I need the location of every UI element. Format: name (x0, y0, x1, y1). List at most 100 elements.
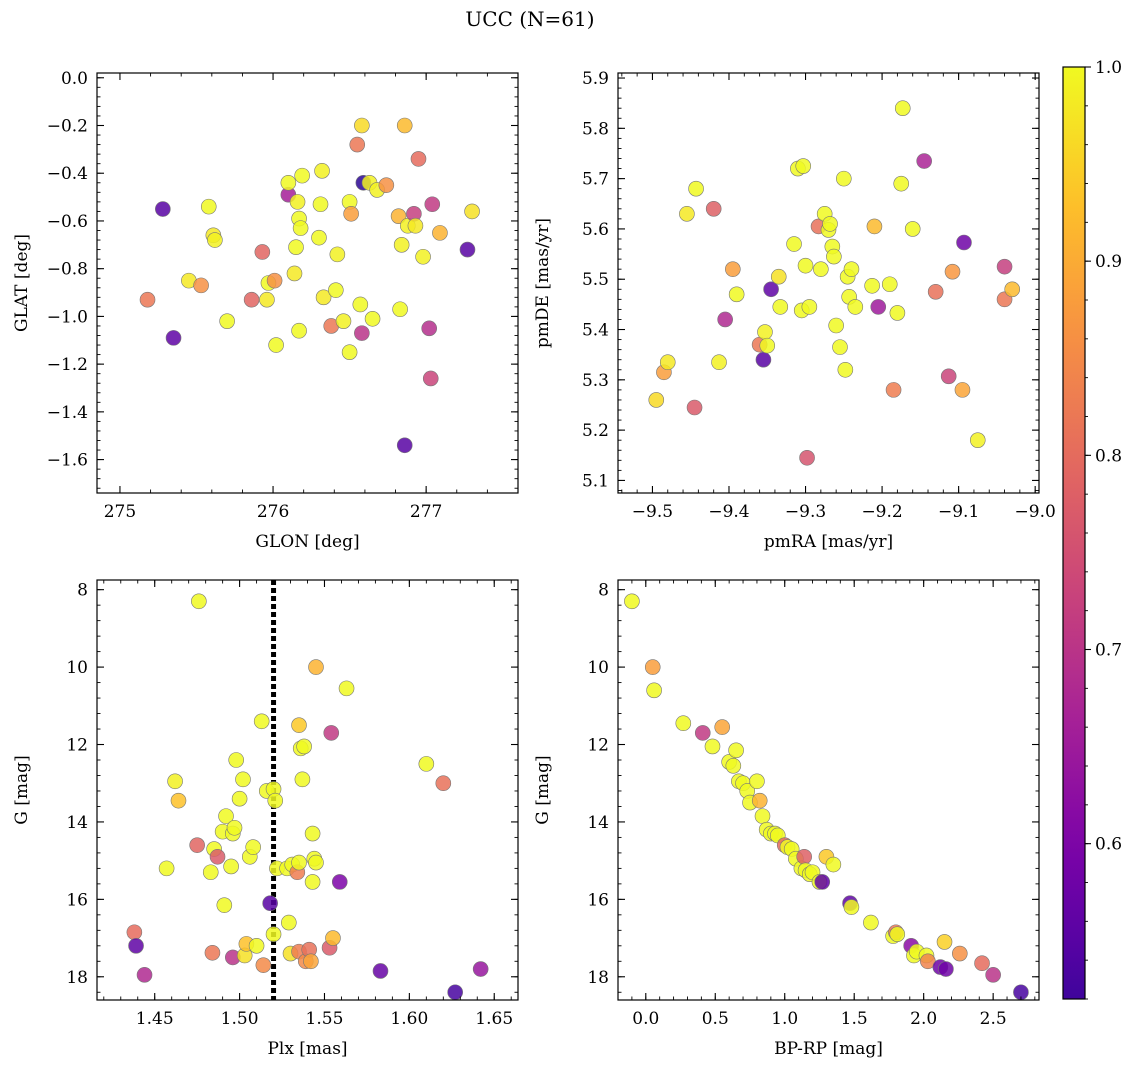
data-point (688, 180, 704, 197)
axes-frame (96, 72, 519, 494)
y-tick-label: 10 (66, 658, 88, 678)
data-point (311, 229, 327, 246)
x-axis-label: Plx [mas] (267, 1039, 347, 1059)
data-point (893, 175, 910, 192)
data-point (751, 792, 768, 809)
data-point (927, 284, 944, 300)
colorbar: 0.6 0.7 0.8 0.9 1.0 (1062, 58, 1122, 1000)
data-point (826, 248, 842, 265)
data-point (331, 874, 348, 890)
x-tick-label: 1.0 (771, 1009, 798, 1029)
x-tick-label: 2.0 (910, 1009, 937, 1029)
data-point (711, 354, 727, 371)
data-point (308, 659, 324, 675)
data-point (828, 317, 844, 334)
data-point (315, 289, 332, 306)
x-tick-label: 1.65 (475, 1009, 513, 1029)
data-point (248, 938, 265, 954)
data-point (985, 967, 1001, 983)
data-point (644, 659, 661, 675)
data-point (231, 790, 248, 807)
data-point (952, 945, 968, 962)
figure-title: UCC (N=61) (465, 7, 594, 31)
x-axis-label: GLON [deg] (255, 532, 359, 552)
x-tick-label: 275 (104, 502, 136, 522)
data-point (286, 265, 303, 282)
axes-frame (617, 72, 1040, 494)
data-point (296, 738, 312, 755)
data-point (969, 432, 986, 448)
x-tick-label: 276 (257, 502, 289, 522)
data-point (415, 248, 431, 265)
data-point (329, 246, 346, 263)
data-point (799, 449, 815, 466)
data-point (304, 874, 321, 890)
data-point (266, 272, 283, 289)
y-tick-label: 5.8 (582, 119, 609, 139)
data-point (204, 944, 221, 961)
data-point (749, 773, 765, 790)
x-tick-label: 2.5 (980, 1009, 1007, 1029)
data-point (659, 354, 676, 371)
data-points (126, 593, 489, 1000)
data-point (262, 895, 278, 912)
data-point (836, 170, 852, 187)
data-point (772, 299, 789, 315)
data-point (323, 725, 340, 741)
data-point (228, 752, 245, 768)
data-point (126, 924, 143, 941)
data-point (717, 311, 733, 328)
sky-position-panel: 275 276 277 0.0 −0.2 −0.4 −0.6 −0.8 −1.0 −1.2 −1.4… (12, 69, 519, 552)
y-tick-label: 5.4 (582, 321, 609, 341)
colorbar-tick-label: 0.7 (1095, 641, 1122, 661)
data-point (378, 177, 395, 193)
data-point (292, 220, 309, 236)
y-tick-label: −1.0 (47, 307, 88, 327)
data-point (813, 261, 829, 277)
data-point (996, 258, 1013, 275)
data-point (291, 717, 307, 733)
data-point (155, 201, 171, 217)
data-point (352, 296, 369, 313)
colorbar-tick-label: 1.0 (1095, 58, 1122, 78)
data-point (216, 897, 233, 913)
data-point (432, 225, 448, 241)
data-point (938, 961, 954, 977)
data-point (725, 758, 742, 774)
y-tick-label: 12 (66, 736, 88, 756)
data-point (801, 299, 818, 315)
y-tick-label: 10 (587, 658, 609, 678)
colorbar-gradient (1063, 67, 1085, 999)
data-point (390, 208, 407, 224)
data-points (139, 117, 480, 454)
data-point (916, 153, 932, 169)
y-tick-label: 5.9 (582, 69, 609, 89)
data-point (822, 216, 838, 232)
data-point (704, 738, 721, 755)
data-point (280, 174, 297, 191)
y-tick-label: 14 (587, 813, 609, 833)
data-point (464, 203, 480, 220)
data-point (956, 234, 972, 251)
parallax-magnitude-panel: 1.45 1.50 1.55 1.60 1.65 8 10 12 14 16 18 Plx [mas]… (12, 579, 519, 1059)
data-point (200, 198, 217, 215)
data-point (421, 320, 438, 337)
y-tick-label: 16 (587, 890, 609, 910)
data-point (312, 196, 329, 213)
data-points (648, 100, 1021, 466)
data-point (472, 961, 489, 977)
data-point (459, 241, 476, 258)
data-point (870, 299, 887, 315)
data-point (837, 361, 854, 378)
data-point (335, 313, 352, 329)
colorbar-tick-label: 0.6 (1095, 835, 1122, 855)
data-point (847, 299, 864, 315)
data-point (291, 854, 307, 871)
data-point (694, 725, 711, 741)
data-point (904, 221, 921, 237)
data-point (291, 322, 307, 339)
data-point (864, 277, 880, 294)
y-tick-label: −0.6 (47, 212, 88, 232)
data-point (308, 854, 324, 871)
